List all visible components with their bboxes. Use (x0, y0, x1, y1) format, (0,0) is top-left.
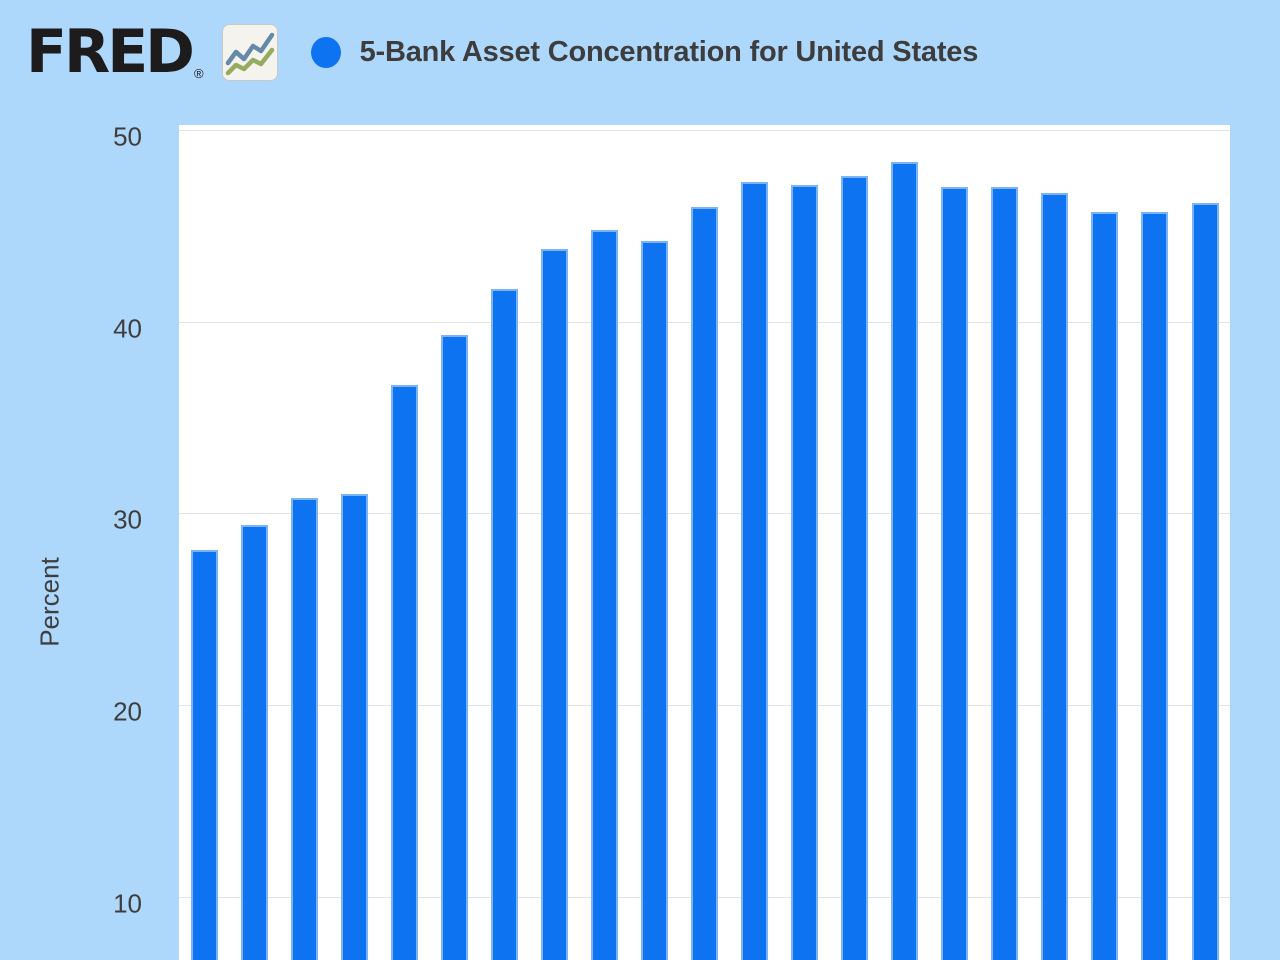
y-tick-label-30: 30 (113, 504, 142, 535)
bar-9[interactable] (590, 229, 618, 960)
bar-7[interactable] (490, 288, 518, 960)
bar-17[interactable] (991, 187, 1019, 960)
chart-title: 5-Bank Asset Concentration for United St… (359, 35, 979, 68)
fred-wordmark: FRED (26, 17, 195, 87)
y-axis-title: Percent (34, 557, 65, 647)
bar-21[interactable] (1191, 202, 1219, 960)
bar-2[interactable] (240, 524, 268, 960)
bar-19[interactable] (1091, 212, 1119, 960)
fred-chart-icon (221, 23, 278, 81)
bar-4[interactable] (340, 494, 368, 960)
y-tick-label-20: 20 (113, 696, 142, 727)
bar-6[interactable] (440, 334, 468, 960)
bar-16[interactable] (941, 187, 969, 960)
y-tick-label-40: 40 (113, 313, 142, 343)
registered-trademark-icon: ® (193, 66, 204, 81)
fred-logo[interactable]: FRED ® (26, 22, 204, 82)
bar-20[interactable] (1141, 212, 1169, 960)
bar-10[interactable] (641, 241, 668, 960)
header: FRED ® 5-Bank Asset Concentration for Un… (26, 14, 978, 90)
bar-5[interactable] (390, 384, 418, 960)
bar-1[interactable] (190, 549, 218, 960)
bar-8[interactable] (540, 248, 568, 960)
bar-3[interactable] (290, 497, 318, 960)
y-tick-label-50: 50 (113, 121, 142, 152)
series-legend-dot (310, 36, 341, 68)
bar-11[interactable] (691, 206, 718, 960)
bar-18[interactable] (1041, 193, 1069, 960)
y-tick-label-10: 10 (113, 888, 142, 919)
plot-area (179, 125, 1230, 960)
bar-14[interactable] (841, 175, 869, 960)
bar-15[interactable] (891, 162, 919, 960)
bar-13[interactable] (791, 185, 819, 960)
gridline-50 (179, 129, 1230, 131)
bar-12[interactable] (741, 181, 768, 960)
